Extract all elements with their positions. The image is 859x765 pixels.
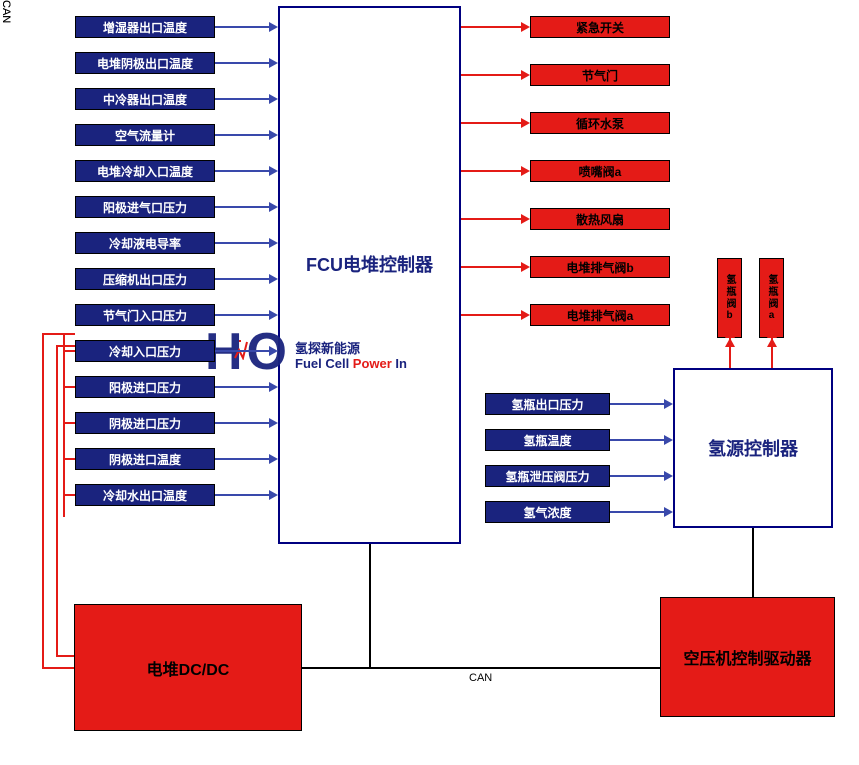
right-output-label: 喷嘴阀a (579, 163, 622, 180)
left-input-label: 中冷器出口温度 (103, 91, 187, 108)
right-output: 散热风扇 (530, 208, 670, 230)
compressor-label: 空压机控制驱动器 (683, 645, 811, 669)
left-input: 电堆冷却入口温度 (75, 160, 215, 182)
hc-output: 氢瓶阀a (759, 258, 784, 338)
left-input-label: 冷却水出口温度 (103, 487, 187, 504)
fcu-label: FCU电堆控制器 (306, 251, 433, 277)
left-input: 节气门入口压力 (75, 304, 215, 326)
left-input-label: 阴极进口压力 (109, 415, 181, 432)
hc-output: 氢瓶阀b (717, 258, 742, 338)
right-output: 电堆排气阀a (530, 304, 670, 326)
left-input-label: 电堆阴极出口温度 (97, 55, 193, 72)
left-input: 阳极进气口压力 (75, 196, 215, 218)
right-output-label: 电堆排气阀a (567, 307, 634, 324)
right-output: 循环水泵 (530, 112, 670, 134)
left-input: 冷却液电导率 (75, 232, 215, 254)
compressor-block: 空压机控制驱动器 (660, 597, 835, 717)
right-output-label: 电堆排气阀b (566, 259, 633, 276)
left-input: 中冷器出口温度 (75, 88, 215, 110)
hc-input: 氢瓶泄压阀压力 (485, 465, 610, 487)
hc-input: 氢瓶温度 (485, 429, 610, 451)
right-output: 电堆排气阀b (530, 256, 670, 278)
left-input-label: 节气门入口压力 (103, 307, 187, 324)
left-input-label: 压缩机出口压力 (103, 271, 187, 288)
left-input-label: 阳极进口压力 (109, 379, 181, 396)
right-output: 喷嘴阀a (530, 160, 670, 182)
logo-text-cn: 氢探新能源 (295, 338, 360, 357)
left-input: 电堆阴极出口温度 (75, 52, 215, 74)
hc-input: 氢瓶出口压力 (485, 393, 610, 415)
can-label-bus: CAN (469, 672, 492, 684)
left-input: 空气流量计 (75, 124, 215, 146)
left-input-label: 冷却入口压力 (109, 343, 181, 360)
left-input-label: 电堆冷却入口温度 (97, 163, 193, 180)
hc-input-label: 氢瓶出口压力 (511, 396, 583, 413)
right-output: 节气门 (530, 64, 670, 86)
right-output: 紧急开关 (530, 16, 670, 38)
right-output-label: 紧急开关 (576, 19, 624, 36)
hydrogen-label: 氢源控制器 (708, 435, 798, 461)
logo-text-en: Fuel Cell Power In (295, 356, 407, 371)
left-input-label: 阴极进口温度 (109, 451, 181, 468)
diagram-stage: FCU电堆控制器HO氢探新能源Fuel Cell Power In增湿器出口温度… (0, 0, 859, 765)
hc-output-label: 氢瓶阀a (764, 274, 779, 323)
left-input-label: 增湿器出口温度 (103, 19, 187, 36)
dcdc-block: 电堆DC/DC (74, 604, 302, 731)
left-input: 冷却水出口温度 (75, 484, 215, 506)
left-input: 增湿器出口温度 (75, 16, 215, 38)
hydrogen-controller: 氢源控制器 (673, 368, 833, 528)
left-input: 阳极进口压力 (75, 376, 215, 398)
left-input-label: 冷却液电导率 (109, 235, 181, 252)
logo-zigzag-icon (233, 336, 251, 360)
left-input: 阴极进口压力 (75, 412, 215, 434)
dcdc-label: 电堆DC/DC (147, 656, 230, 680)
left-input: 阴极进口温度 (75, 448, 215, 470)
fcu-title: FCU电堆控制器 (278, 252, 461, 276)
hc-input-label: 氢气浓度 (523, 504, 571, 521)
can-label-hc: CAN (0, 0, 12, 23)
right-output-label: 节气门 (582, 67, 618, 84)
hc-input: 氢气浓度 (485, 501, 610, 523)
right-output-label: 散热风扇 (576, 211, 624, 228)
left-input: 压缩机出口压力 (75, 268, 215, 290)
hc-input-label: 氢瓶温度 (523, 432, 571, 449)
left-input-label: 空气流量计 (115, 127, 175, 144)
hc-input-label: 氢瓶泄压阀压力 (505, 468, 589, 485)
left-input: 冷却入口压力 (75, 340, 215, 362)
hc-output-label: 氢瓶阀b (722, 274, 737, 323)
right-output-label: 循环水泵 (576, 115, 624, 132)
left-input-label: 阳极进气口压力 (103, 199, 187, 216)
